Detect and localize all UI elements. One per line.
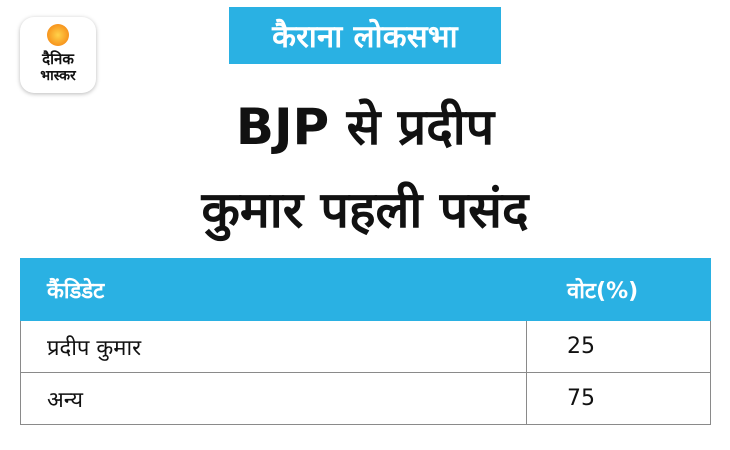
results-table: कैंडिडेट वोट(%) प्रदीप कुमार 25 अन्य 75 xyxy=(20,258,711,425)
headline-line-2: कुमार पहली पसंद xyxy=(201,181,529,239)
headline-line-1: BJP से प्रदीप xyxy=(235,98,495,156)
table-header-row: कैंडिडेट वोट(%) xyxy=(20,258,711,321)
vote-column-header: वोट(%) xyxy=(526,258,711,321)
table-row: अन्य 75 xyxy=(20,372,711,425)
dainik-bhaskar-logo: दैनिक भास्कर xyxy=(20,17,96,93)
candidate-cell: प्रदीप कुमार xyxy=(20,320,527,373)
sun-logo-icon xyxy=(47,24,69,46)
table-row: प्रदीप कुमार 25 xyxy=(20,320,711,373)
vote-cell: 25 xyxy=(526,320,711,373)
logo-text-dainik: दैनिक xyxy=(42,50,74,68)
candidate-cell: अन्य xyxy=(20,372,527,425)
constituency-tag: कैराना लोकसभा xyxy=(229,7,501,64)
logo-text-bhaskar: भास्कर xyxy=(40,68,76,84)
candidate-column-header: कैंडिडेट xyxy=(20,258,527,321)
vote-cell: 75 xyxy=(526,372,711,425)
